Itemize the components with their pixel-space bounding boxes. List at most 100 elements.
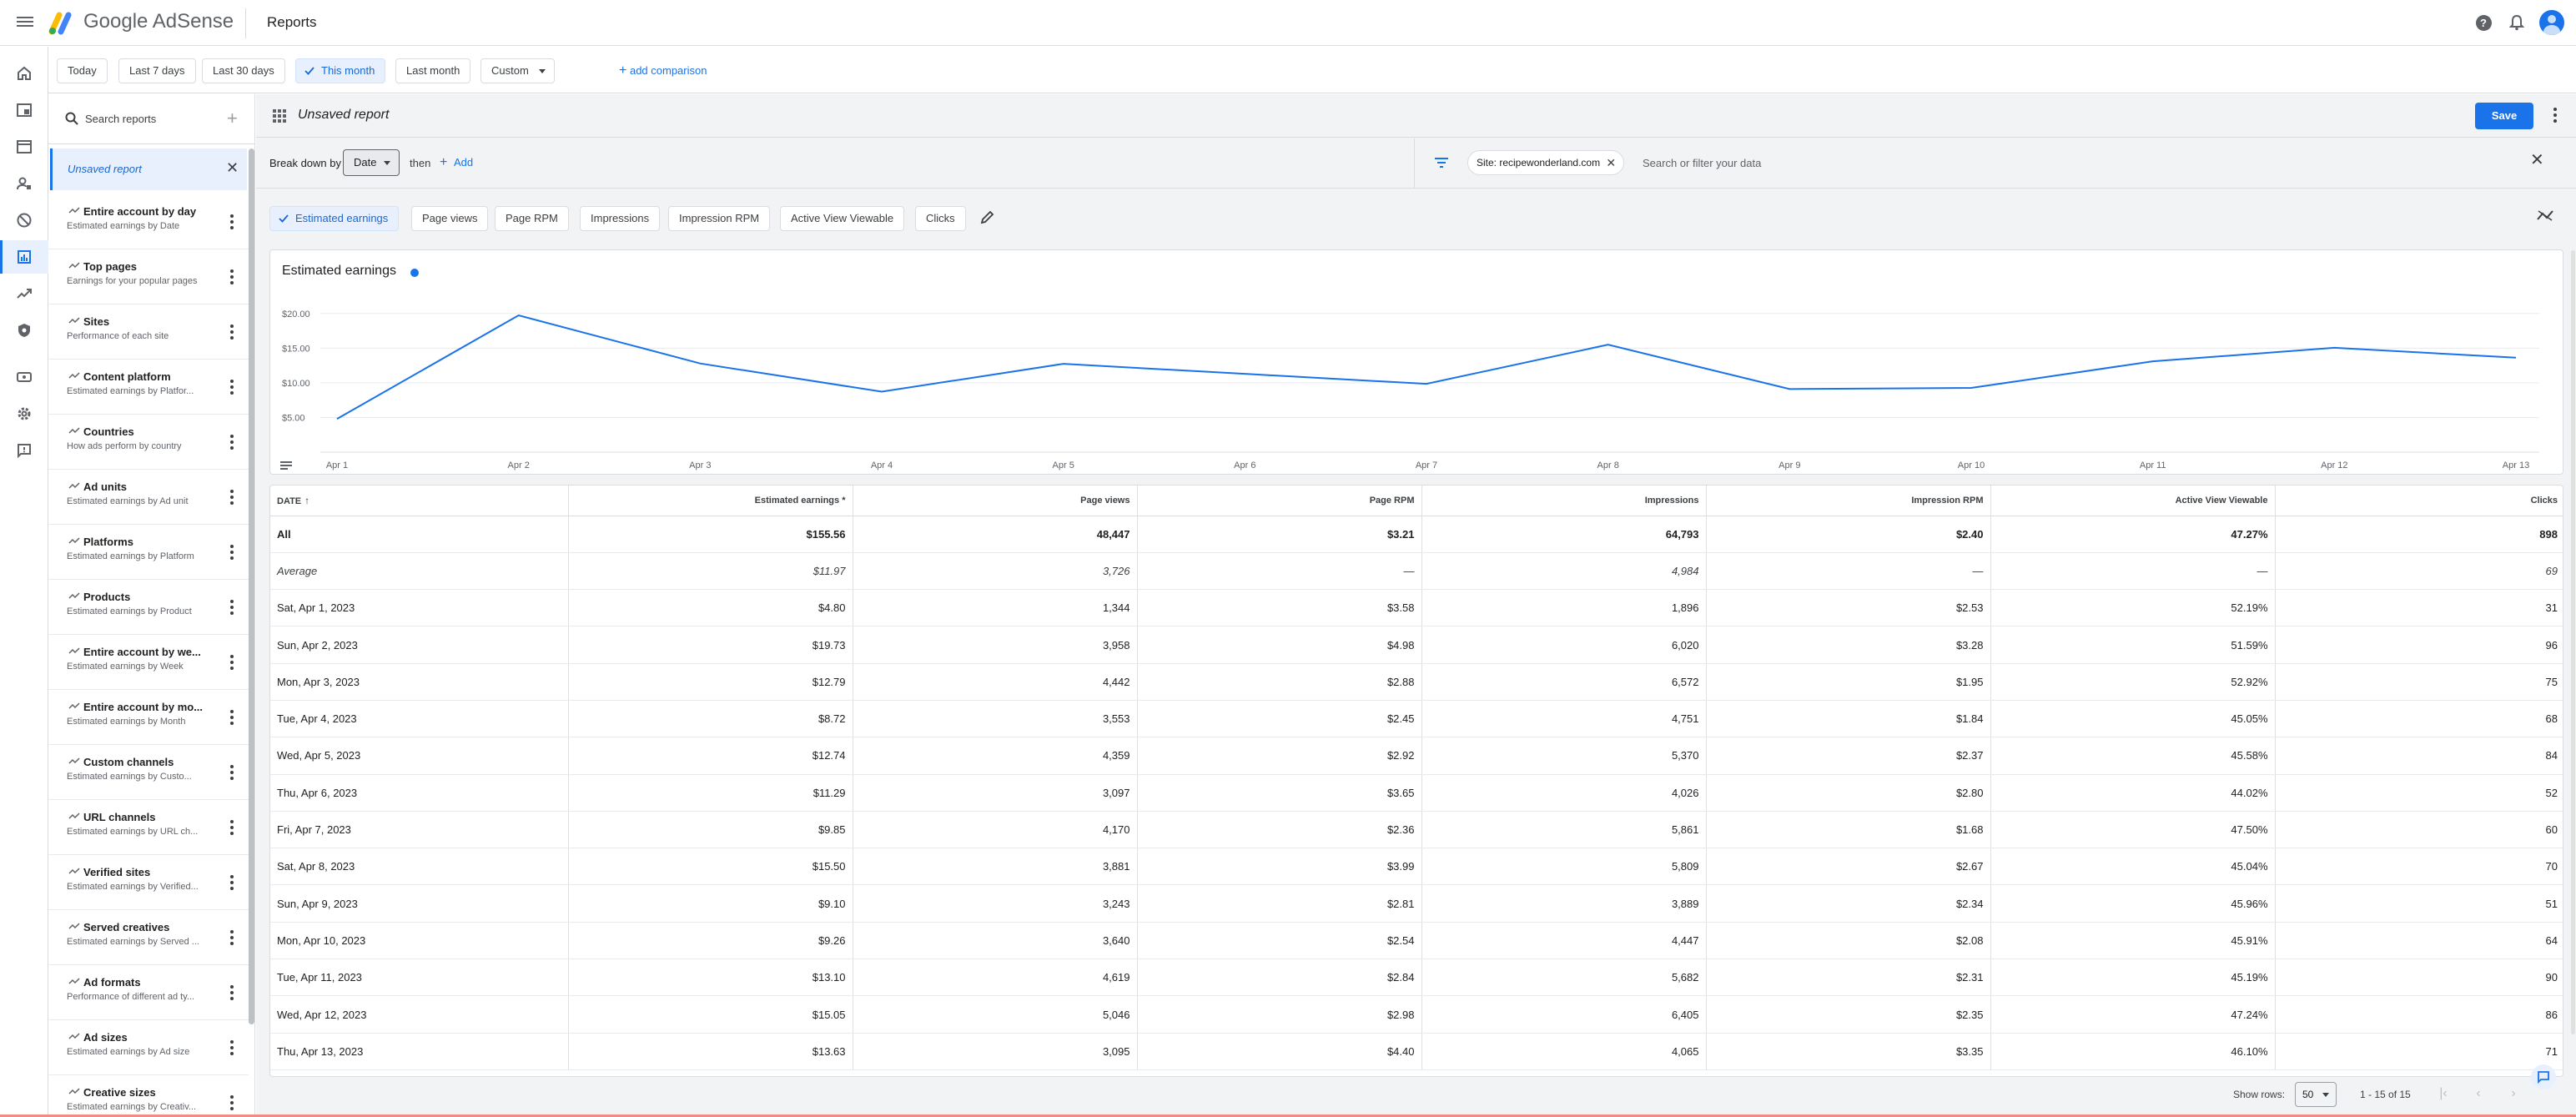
close-icon[interactable]: ✕ [1606,156,1617,169]
policy-icon[interactable] [0,314,48,347]
metric-chip-impressions[interactable]: Impressions [580,206,661,231]
date-chip-custom[interactable]: Custom [480,58,555,83]
chart-toggle-icon[interactable] [2537,209,2553,221]
notifications-icon[interactable] [2508,13,2526,32]
date-chip-this-month[interactable]: This month [295,58,386,83]
report-item[interactable]: Entire account by we... Estimated earning… [48,635,249,690]
column-header[interactable]: Active View Viewable [1990,486,2276,516]
more-options-icon[interactable] [230,710,234,727]
report-item-title: Sites [83,315,110,328]
reports-icon[interactable] [0,240,48,274]
report-item[interactable]: Verified sites Estimated earnings by Veri… [48,855,249,910]
report-item[interactable]: Ad sizes Estimated earnings by Ad size [48,1020,249,1075]
report-search[interactable]: Search reports + [48,94,254,144]
more-options-icon[interactable] [2553,108,2557,125]
report-item[interactable]: Entire account by day Estimated earnings … [48,194,249,249]
add-breakdown-button[interactable]: + Add [440,155,473,170]
avatar[interactable] [2539,10,2564,35]
scrollbar[interactable] [249,148,254,1024]
edit-icon[interactable] [980,209,995,224]
block-icon[interactable] [0,204,48,237]
new-report-icon[interactable]: + [227,108,238,128]
more-options-icon[interactable] [230,325,234,342]
prev-page-icon[interactable]: ‹ [2476,1086,2481,1100]
more-options-icon[interactable] [230,930,234,948]
date-chip-last-30-days[interactable]: Last 30 days [202,58,285,83]
report-item-subtitle: Estimated earnings by Week [67,662,184,672]
more-options-icon[interactable] [230,820,234,838]
more-options-icon[interactable] [230,655,234,672]
metric-chip-page-rpm[interactable]: Page RPM [495,206,569,231]
metric-chip-active-view-viewable[interactable]: Active View Viewable [780,206,905,231]
column-header[interactable]: Page RPM [1137,486,1422,516]
help-icon[interactable]: ? [2474,13,2493,32]
chat-feedback-icon[interactable] [2531,1064,2556,1089]
date-chip-last-month[interactable]: Last month [395,58,471,83]
more-options-icon[interactable] [230,545,234,562]
report-item[interactable]: Served creatives Estimated earnings by Se… [48,910,249,965]
report-item[interactable]: Sites Performance of each site [48,304,249,360]
date-chip-today[interactable]: Today [57,58,108,83]
report-item[interactable]: Custom channels Estimated earnings by Cus… [48,745,249,800]
report-item[interactable]: Products Estimated earnings by Product [48,580,249,635]
next-page-icon[interactable]: › [2511,1086,2516,1100]
report-item-unsaved[interactable]: Unsaved report ✕ [50,148,247,190]
scrollbar[interactable] [2571,250,2575,1034]
more-options-icon[interactable] [230,1095,234,1113]
feedback-icon[interactable] [0,434,48,467]
optimization-icon[interactable] [0,277,48,310]
report-item[interactable]: Ad units Estimated earnings by Ad unit [48,470,249,525]
add-comparison-button[interactable]: + add comparison [619,58,707,83]
more-options-icon[interactable] [230,985,234,1003]
filter-search-input[interactable]: Search or filter your data [1643,157,1762,169]
report-title[interactable]: Unsaved report [298,108,390,122]
home-icon[interactable] [0,57,48,90]
metric-chip-page-views[interactable]: Page views [411,206,489,231]
metric-chip-impression-rpm[interactable]: Impression RPM [668,206,771,231]
column-header[interactable]: Impressions [1421,486,1707,516]
apps-icon[interactable] [273,109,286,123]
metric-chip-clicks[interactable]: Clicks [915,206,966,231]
report-item[interactable]: Content platform Estimated earnings by Pl… [48,360,249,415]
more-options-icon[interactable] [230,600,234,617]
payments-icon[interactable] [0,360,48,394]
more-options-icon[interactable] [230,214,234,232]
sites-icon[interactable] [0,130,48,164]
first-page-icon[interactable]: |‹ [2439,1086,2448,1100]
more-options-icon[interactable] [230,435,234,452]
report-item[interactable]: Countries How ads perform by country [48,415,249,470]
more-options-icon[interactable] [230,380,234,397]
rows-per-page-select[interactable]: 50 [2295,1082,2337,1107]
metric-chip-estimated-earnings[interactable]: Estimated earnings [269,206,400,231]
more-options-icon[interactable] [230,1040,234,1058]
column-header[interactable]: Estimated earnings * [568,486,853,516]
privacy-icon[interactable] [0,167,48,200]
column-header[interactable]: DATE ↑ [270,486,569,516]
breakdown-select[interactable]: Date [343,149,400,176]
settings-icon[interactable] [0,397,48,430]
report-item[interactable]: URL channels Estimated earnings by URL ch… [48,800,249,855]
date-chip-last-7-days[interactable]: Last 7 days [118,58,196,83]
close-icon[interactable]: ✕ [226,159,239,176]
report-item[interactable]: Platforms Estimated earnings by Platform [48,525,249,580]
report-item[interactable]: Ad formats Performance of different ad ty… [48,965,249,1020]
ads-icon[interactable] [0,93,48,127]
report-item[interactable]: Entire account by mo... Estimated earning… [48,690,249,745]
more-options-icon[interactable] [230,875,234,893]
report-item[interactable]: Creative sizes Estimated earnings by Crea… [48,1075,249,1117]
more-options-icon[interactable] [230,765,234,782]
search-input[interactable]: Search reports [85,113,157,125]
more-options-icon[interactable] [230,490,234,507]
sort-ascending-icon[interactable]: ↑ [304,494,310,506]
more-options-icon[interactable] [230,269,234,287]
column-header[interactable]: Page views [853,486,1138,516]
report-item[interactable]: Top pages Earnings for your popular pages [48,249,249,304]
column-header[interactable]: Clicks [2275,486,2563,516]
menu-icon[interactable] [17,14,33,31]
close-icon[interactable]: ✕ [2530,151,2544,169]
site-filter-chip[interactable]: Site: recipewonderland.com ✕ [1467,150,1625,175]
column-header[interactable]: Impression RPM [1706,486,1991,516]
save-button[interactable]: Save [2475,103,2533,129]
filter-icon[interactable] [1434,157,1449,169]
legend-icon[interactable] [280,460,292,470]
